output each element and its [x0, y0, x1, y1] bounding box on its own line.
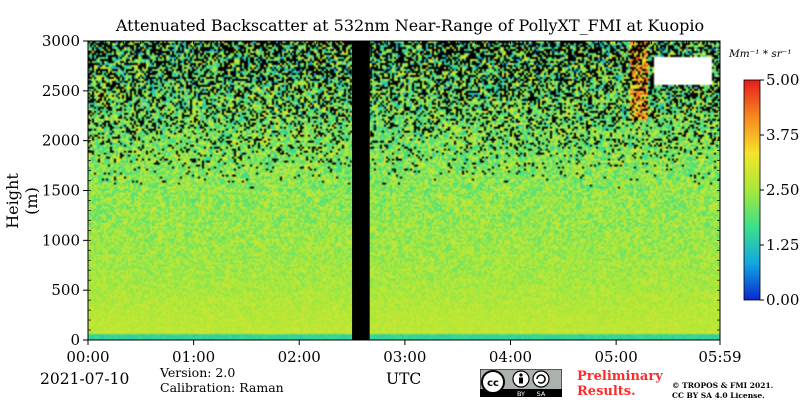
x-tick-label: 05:59	[698, 348, 741, 366]
y-tick-label: 0	[70, 331, 80, 349]
preliminary-line-1: Preliminary	[577, 369, 663, 384]
colorbar-unit: Mm⁻¹ * sr⁻¹	[729, 48, 792, 60]
colorbar-tick-label: 3.75	[766, 126, 799, 144]
y-tick-label: 3000	[42, 32, 80, 50]
colorbar-tick-label: 1.25	[766, 236, 799, 254]
share-alike-icon	[532, 370, 550, 388]
preliminary-line-2: Results.	[577, 384, 636, 399]
preliminary-notice: Preliminary Results.	[577, 369, 677, 399]
by-label: BY	[517, 390, 525, 397]
x-tick-label: 01:00	[172, 348, 215, 366]
colorbar	[744, 80, 760, 300]
backscatter-heatmap	[88, 41, 720, 340]
copyright-notice: © TROPOS & FMI 2021. CC BY SA 4.0 Licens…	[672, 381, 773, 400]
copyright-line-2: CC BY SA 4.0 License.	[672, 390, 765, 400]
cc-icon-label: cc	[487, 378, 499, 389]
x-tick-label: 05:00	[595, 348, 638, 366]
calibration-label: Calibration: Raman	[160, 380, 284, 395]
cc-icon	[481, 370, 505, 394]
y-tick-label: 1500	[42, 182, 80, 200]
sa-label: SA	[537, 390, 546, 397]
date-label: 2021-07-10	[40, 370, 130, 388]
copyright-line-1: © TROPOS & FMI 2021.	[672, 381, 774, 390]
chart-title: Attenuated Backscatter at 532nm Near-Ran…	[115, 16, 705, 35]
x-tick-label: 02:00	[278, 348, 321, 366]
x-tick-label: 03:00	[383, 348, 426, 366]
x-tick-label: 00:00	[66, 348, 109, 366]
y-tick-label: 2500	[42, 82, 80, 100]
colorbar-tick-label: 2.50	[766, 181, 799, 199]
y-tick-label: 1000	[42, 231, 80, 249]
version-label: Version: 2.0	[160, 365, 236, 380]
colorbar-tick-label: 5.00	[766, 71, 799, 89]
data-gap-band	[352, 41, 370, 340]
x-axis-label: UTC	[386, 370, 422, 388]
cc-license-badge[interactable]: cc BY SA	[480, 369, 562, 397]
colorbar-tick-label: 0.00	[766, 291, 799, 309]
y-tick-label: 2000	[42, 132, 80, 150]
y-tick-label: 500	[51, 281, 80, 299]
x-tick-label: 04:00	[489, 348, 532, 366]
